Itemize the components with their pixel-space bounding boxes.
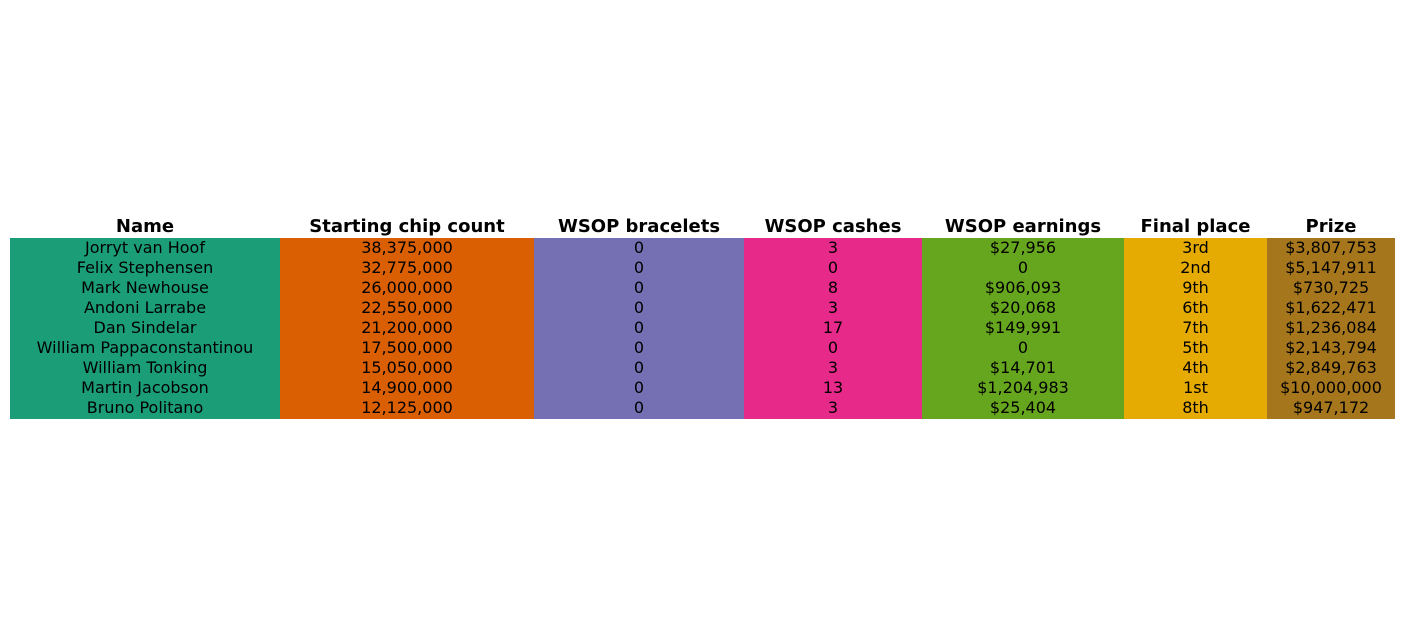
table-cell: 8 — [827, 278, 839, 297]
table-column: WSOP earnings $27,956 0 $906,093 $20,068 $149… — [922, 0, 1124, 636]
table-cell: 17 — [822, 318, 844, 337]
table-cell: 0 — [827, 258, 839, 277]
table-cell: 6th — [1182, 298, 1209, 317]
column-header: Prize — [1305, 216, 1357, 237]
column-body: 3rd 2nd 9th 6th 7th 5th 4th 1st 8th — [1124, 238, 1267, 419]
table-cell: 7th — [1182, 318, 1209, 337]
table-cell: $149,991 — [984, 318, 1062, 337]
column-header: WSOP bracelets — [557, 216, 721, 237]
table-cell: $947,172 — [1292, 398, 1370, 417]
table-column: Name Jorryt van Hoof Felix Stephensen Mark … — [10, 0, 280, 636]
table-cell: 0 — [633, 398, 645, 417]
table-cell: 0 — [633, 338, 645, 357]
table-cell: 0 — [633, 278, 645, 297]
table-cell: 0 — [633, 358, 645, 377]
table-cell: $2,849,763 — [1285, 358, 1377, 377]
column-body: 3 0 8 3 17 0 3 13 3 — [744, 238, 922, 419]
table-cell: 0 — [633, 318, 645, 337]
table-cell: Andoni Larrabe — [83, 298, 207, 317]
table-cell: 0 — [633, 298, 645, 317]
column-body: $27,956 0 $906,093 $20,068 $149,991 0 $14,701 $… — [922, 238, 1124, 419]
column-header: WSOP cashes — [764, 216, 902, 237]
table-cell: $1,204,983 — [977, 378, 1069, 397]
table-cell: 9th — [1182, 278, 1209, 297]
table-cell: 26,000,000 — [361, 278, 453, 297]
table-cell: 3 — [827, 358, 839, 377]
table-cell: 12,125,000 — [361, 398, 453, 417]
table-cell: 14,900,000 — [361, 378, 453, 397]
table-cell: Jorryt van Hoof — [85, 238, 205, 257]
table-cell: $25,404 — [989, 398, 1057, 417]
table-cell: 13 — [822, 378, 844, 397]
table-cell: 3 — [827, 398, 839, 417]
table-cell: $14,701 — [989, 358, 1057, 377]
table-cell: 0 — [633, 238, 645, 257]
table-cell: 5th — [1182, 338, 1209, 357]
data-table: Name Jorryt van Hoof Felix Stephensen Mark … — [10, 0, 1395, 636]
table-cell: 32,775,000 — [361, 258, 453, 277]
table-cell: 2nd — [1180, 258, 1211, 277]
table-cell: William Pappaconstantinou — [36, 338, 254, 357]
column-header: Name — [115, 216, 175, 237]
table-cell: 0 — [827, 338, 839, 357]
table-cell: Bruno Politano — [86, 398, 204, 417]
table-cell: Dan Sindelar — [93, 318, 197, 337]
table-column: Final place 3rd 2nd 9th 6th 7th 5th 4th 1st 8th — [1124, 0, 1267, 636]
column-body: Jorryt van Hoof Felix Stephensen Mark Newh… — [10, 238, 280, 419]
table-cell: 0 — [633, 378, 645, 397]
table-cell: $1,622,471 — [1285, 298, 1377, 317]
table-cell: $730,725 — [1292, 278, 1370, 297]
table-cell: $27,956 — [989, 238, 1057, 257]
table-cell: $3,807,753 — [1285, 238, 1377, 257]
table-cell: 3rd — [1182, 238, 1209, 257]
table-column: Starting chip count 38,375,000 32,775,000 2… — [280, 0, 534, 636]
table-cell: 17,500,000 — [361, 338, 453, 357]
table-column: Prize $3,807,753 $5,147,911 $730,725 $1,622,… — [1267, 0, 1395, 636]
table-cell: $1,236,084 — [1285, 318, 1377, 337]
table-cell: $20,068 — [989, 298, 1057, 317]
table-cell: 0 — [633, 258, 645, 277]
table-cell: $10,000,000 — [1280, 378, 1382, 397]
table-cell: $906,093 — [984, 278, 1062, 297]
table-cell: 0 — [1017, 338, 1029, 357]
table-cell: 4th — [1182, 358, 1209, 377]
column-header: Final place — [1140, 216, 1251, 237]
table-cell: 21,200,000 — [361, 318, 453, 337]
table-cell: 38,375,000 — [361, 238, 453, 257]
table-column: WSOP bracelets 0 0 0 0 0 0 0 0 0 — [534, 0, 744, 636]
table-column: WSOP cashes 3 0 8 3 17 0 3 13 3 — [744, 0, 922, 636]
table-cell: William Tonking — [82, 358, 208, 377]
table-cell: 15,050,000 — [361, 358, 453, 377]
table-cell: Felix Stephensen — [76, 258, 214, 277]
column-body: $3,807,753 $5,147,911 $730,725 $1,622,471 $1… — [1267, 238, 1395, 419]
column-body: 38,375,000 32,775,000 26,000,000 22,550,000… — [280, 238, 534, 419]
table-cell: $2,143,794 — [1285, 338, 1377, 357]
table-cell: 22,550,000 — [361, 298, 453, 317]
table-cell: $5,147,911 — [1285, 258, 1377, 277]
table-cell: 3 — [827, 298, 839, 317]
table-cell: 1st — [1183, 378, 1208, 397]
column-header: Starting chip count — [309, 216, 505, 237]
table-cell: Mark Newhouse — [81, 278, 209, 297]
table-cell: 8th — [1182, 398, 1209, 417]
table-cell: Martin Jacobson — [81, 378, 209, 397]
table-cell: 3 — [827, 238, 839, 257]
table-cell: 0 — [1017, 258, 1029, 277]
column-header: WSOP earnings — [944, 216, 1102, 237]
